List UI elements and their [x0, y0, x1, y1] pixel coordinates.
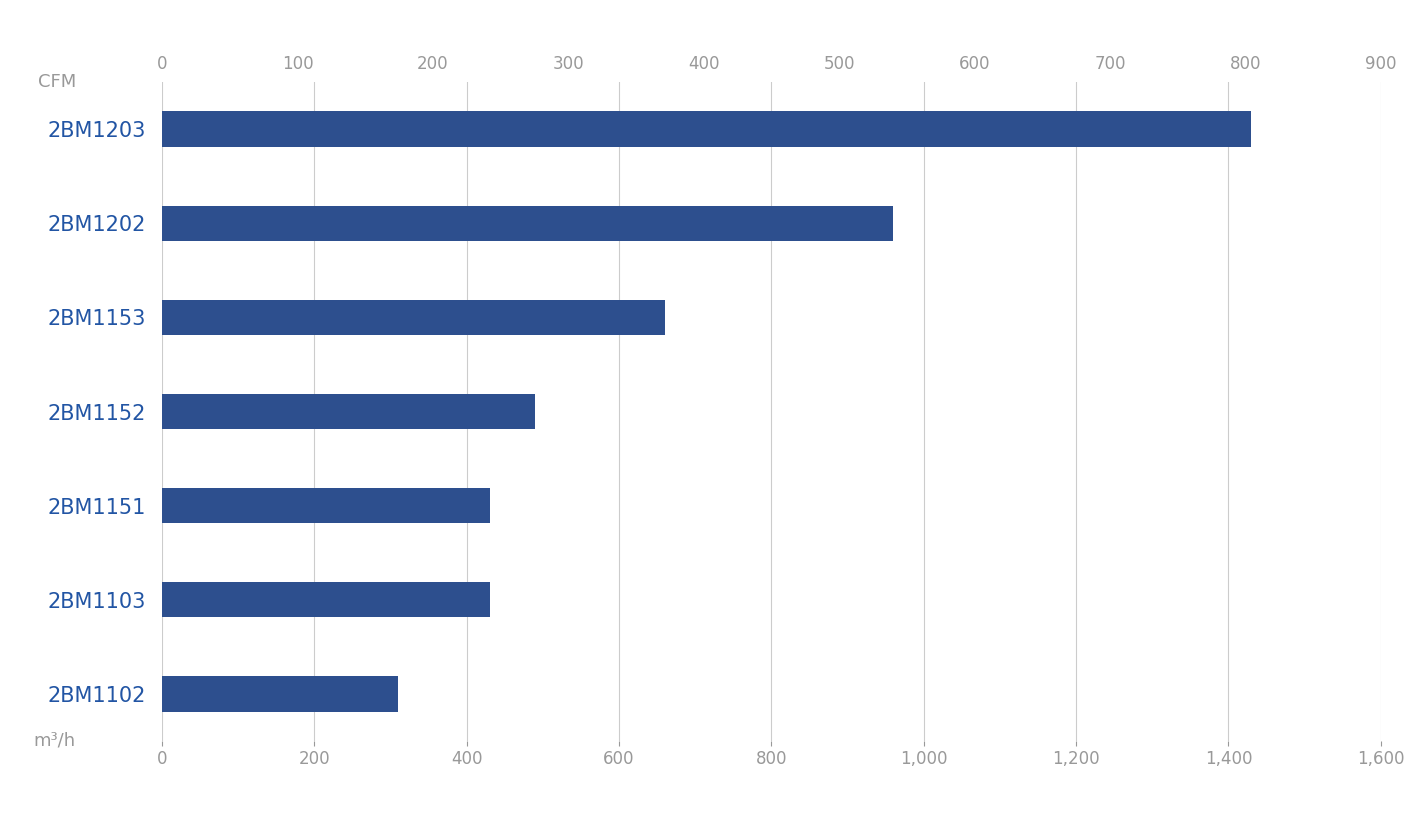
Bar	[162, 393, 535, 430]
Text: CFM: CFM	[38, 73, 76, 91]
Bar	[162, 676, 399, 712]
Bar	[162, 206, 893, 241]
Bar	[162, 582, 489, 617]
Bar	[162, 488, 489, 523]
Bar	[162, 300, 665, 335]
Bar	[162, 111, 1251, 147]
Text: m³/h: m³/h	[34, 732, 76, 750]
